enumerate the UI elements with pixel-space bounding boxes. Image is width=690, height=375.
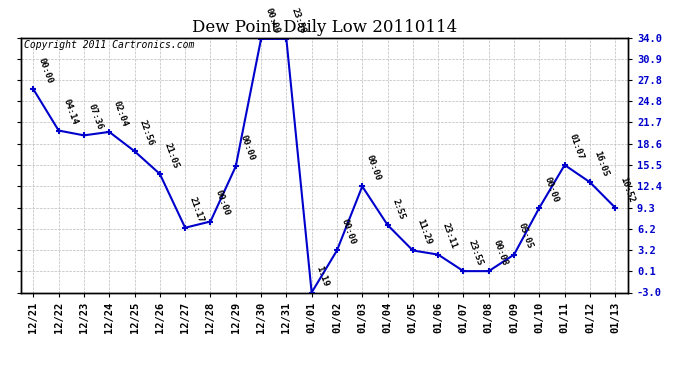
Text: 2:55: 2:55 [391, 198, 406, 221]
Text: 21:05: 21:05 [163, 141, 180, 170]
Text: 21:17: 21:17 [188, 195, 206, 223]
Text: 00:00: 00:00 [542, 175, 560, 204]
Text: 02:04: 02:04 [112, 99, 130, 128]
Text: 00:00: 00:00 [264, 6, 282, 35]
Text: 23:58: 23:58 [289, 6, 307, 35]
Text: 11:29: 11:29 [415, 218, 433, 246]
Text: 00:00: 00:00 [239, 134, 256, 162]
Text: Copyright 2011 Cartronics.com: Copyright 2011 Cartronics.com [23, 40, 194, 50]
Title: Dew Point Daily Low 20110114: Dew Point Daily Low 20110114 [192, 19, 457, 36]
Text: 00:08: 00:08 [491, 238, 509, 267]
Text: 00:00: 00:00 [36, 57, 54, 85]
Text: 05:05: 05:05 [517, 222, 535, 251]
Text: 00:00: 00:00 [339, 218, 357, 246]
Text: 22:56: 22:56 [137, 119, 155, 147]
Text: 00:00: 00:00 [213, 189, 231, 217]
Text: 01:07: 01:07 [567, 132, 585, 161]
Text: 23:11: 23:11 [441, 222, 459, 251]
Text: 10:52: 10:52 [618, 175, 635, 204]
Text: 00:00: 00:00 [365, 154, 383, 182]
Text: 07:36: 07:36 [87, 103, 104, 131]
Text: 1:19: 1:19 [315, 265, 331, 288]
Text: 16:05: 16:05 [593, 150, 611, 178]
Text: 04:14: 04:14 [61, 98, 79, 126]
Text: 23:55: 23:55 [466, 238, 484, 267]
